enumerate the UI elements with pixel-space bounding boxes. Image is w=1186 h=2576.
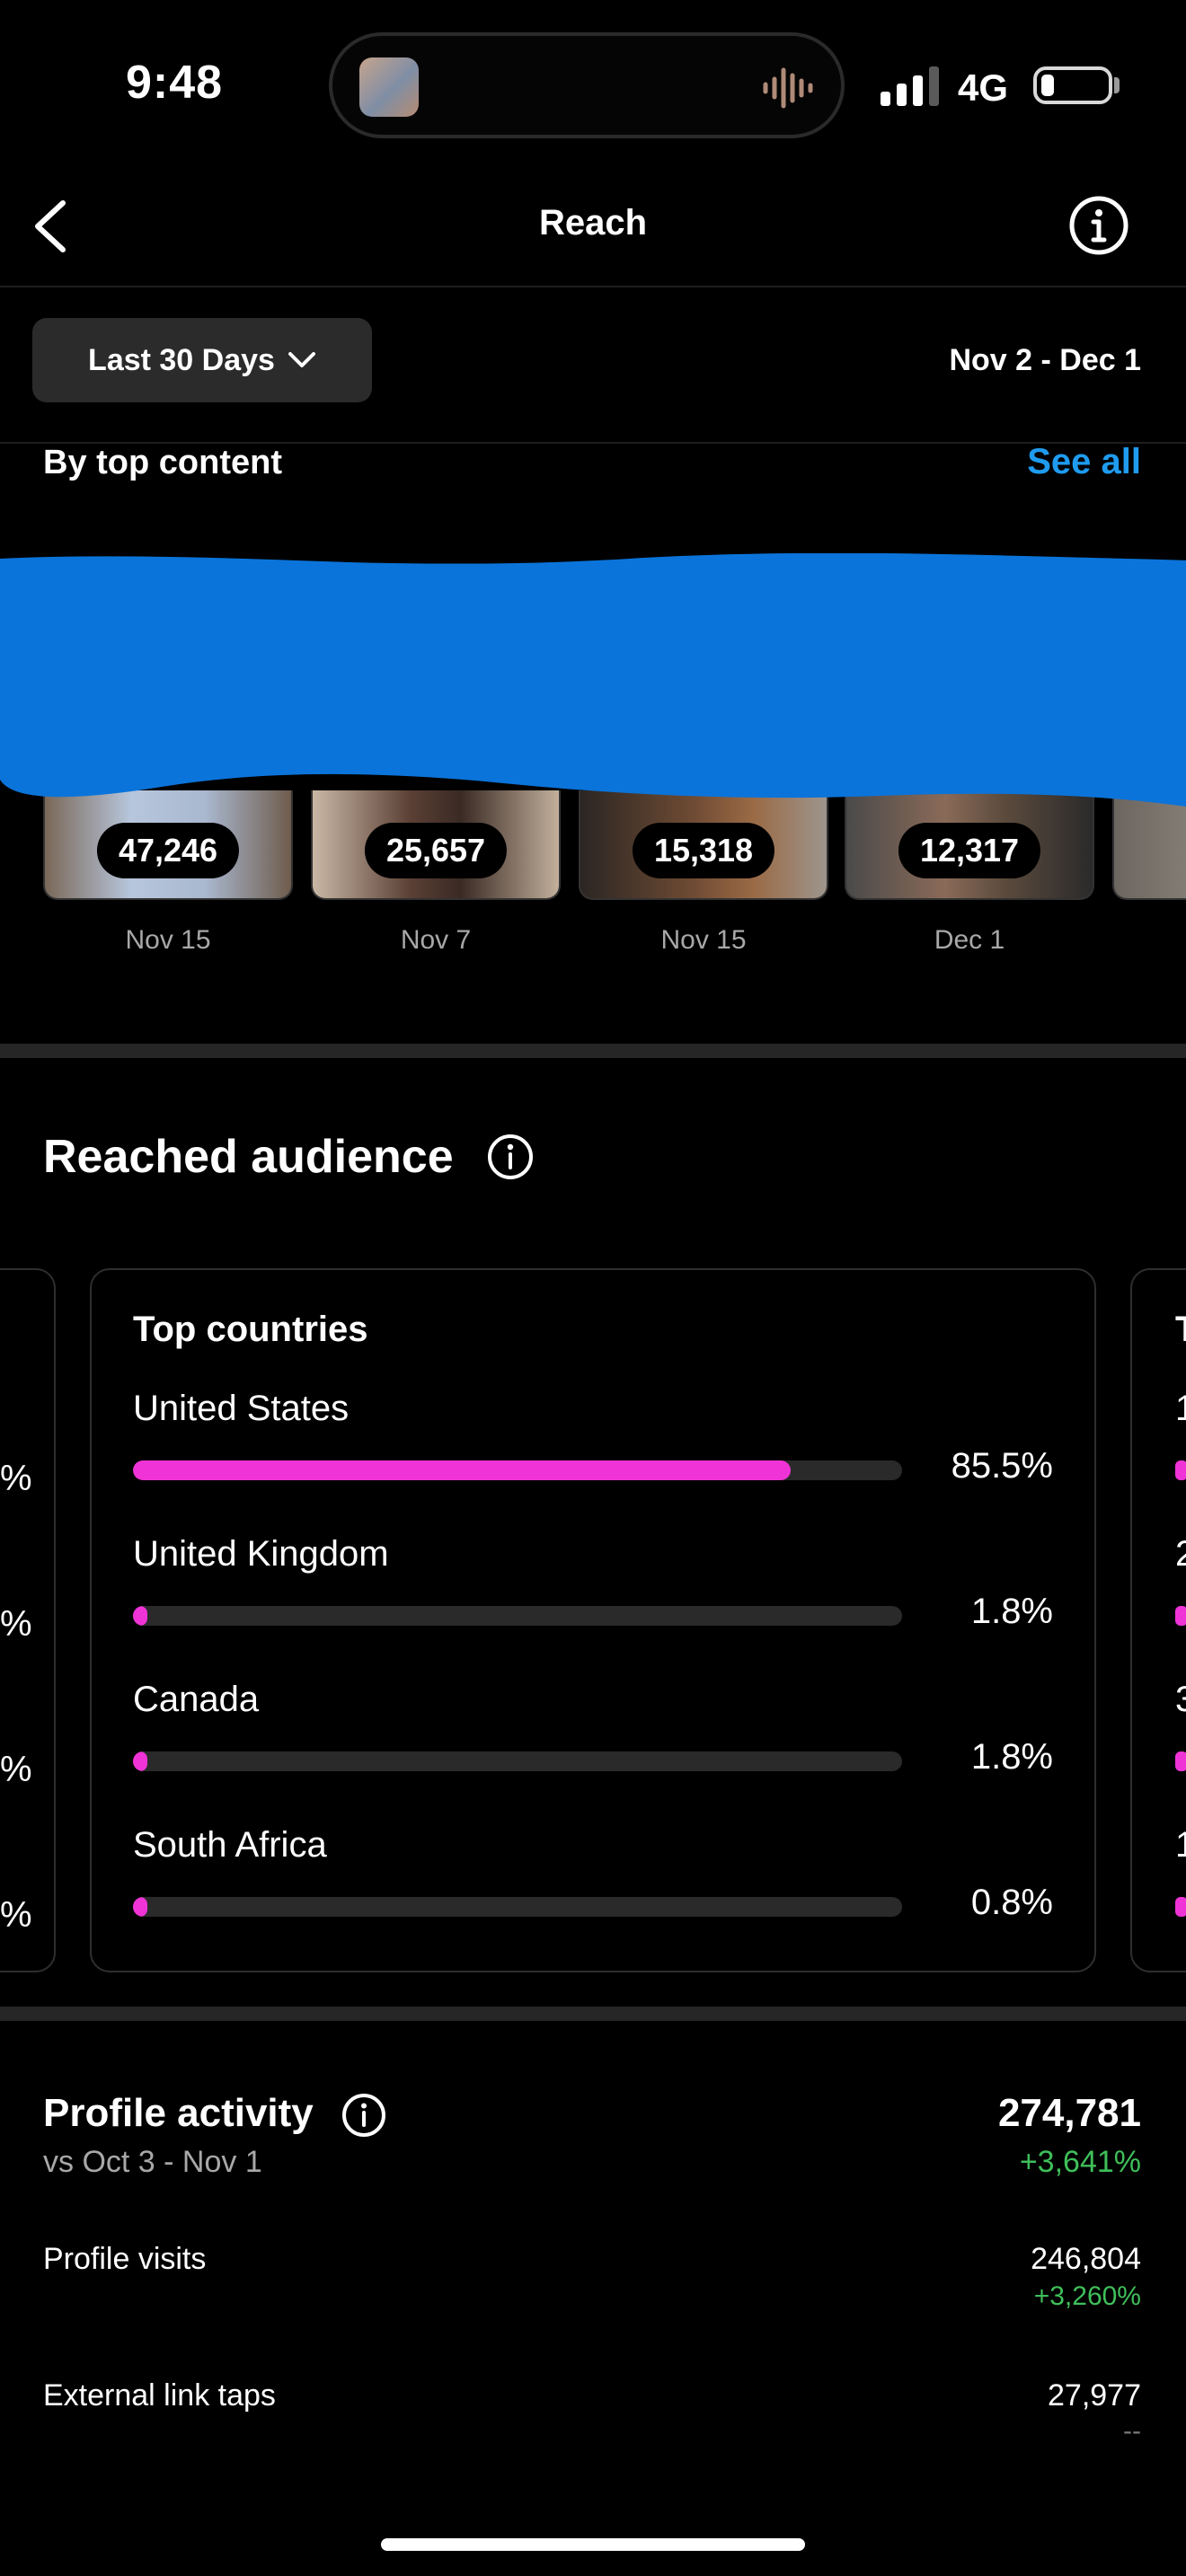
country-name: Canada	[133, 1680, 260, 1719]
info-icon[interactable]	[487, 1134, 534, 1180]
partial-pct: %	[0, 1750, 32, 1789]
profile-activity-title: Profile activity	[43, 2091, 314, 2135]
battery-cap	[1114, 77, 1120, 93]
content-thumbnail-partial[interactable]	[1112, 790, 1186, 900]
country-percentage: 1.8%	[970, 1592, 1053, 1631]
partial-label: 1	[1175, 1825, 1186, 1865]
content-date: Nov 7	[400, 925, 472, 955]
status-time: 9:48	[126, 57, 224, 109]
content-thumbnail[interactable]: 15,318	[579, 790, 828, 900]
partial-bar	[1175, 1606, 1186, 1626]
content-date: Nov 15	[125, 925, 211, 955]
redaction-scribble	[0, 553, 1186, 807]
content-thumbnail[interactable]: 25,657	[311, 790, 561, 900]
info-icon[interactable]	[1069, 196, 1128, 255]
country-bar	[133, 1751, 147, 1771]
country-bar-track	[133, 1460, 902, 1480]
home-indicator[interactable]	[381, 2538, 805, 2551]
reach-count-badge: 25,657	[364, 823, 508, 878]
partial-pct: %	[0, 1895, 32, 1935]
page-title: Reach	[538, 203, 648, 243]
dynamic-island[interactable]	[329, 32, 845, 138]
partial-pct: %	[0, 1459, 32, 1498]
top-content-label: By top content	[43, 444, 282, 481]
country-bar-track	[133, 1897, 902, 1917]
reached-audience-title: Reached audience	[43, 1131, 454, 1183]
comparison-period: vs Oct 3 - Nov 1	[43, 2145, 262, 2179]
metric-value: 27,977	[1048, 2378, 1141, 2413]
back-chevron-icon[interactable]	[31, 198, 70, 255]
content-date: Nov 15	[660, 925, 747, 955]
content-date: Dec 1	[934, 925, 1005, 955]
date-range-dropdown[interactable]: Last 30 Days	[32, 318, 372, 402]
profile-activity-total: 274,781	[997, 2091, 1141, 2135]
filter-divider	[0, 442, 1186, 444]
cellular-signal-icon	[881, 66, 939, 106]
date-range-text: Nov 2 - Dec 1	[949, 343, 1141, 377]
card-title: Top countries	[133, 1310, 368, 1349]
battery-level	[1041, 75, 1054, 96]
metric-label: External link taps	[43, 2378, 276, 2413]
partial-bar	[1175, 1751, 1186, 1771]
partial-bar	[1175, 1460, 1186, 1480]
top-countries-card[interactable]: Top countries United States 85.5% United…	[90, 1268, 1096, 1972]
reach-count-badge: 12,317	[898, 823, 1041, 878]
profile-activity-change: +3,641%	[1019, 2145, 1141, 2179]
content-thumbnail[interactable]: 12,317	[845, 790, 1094, 900]
audio-waveform-icon	[763, 67, 813, 109]
content-thumbnail[interactable]: 47,246	[43, 790, 293, 900]
country-name: United States	[133, 1389, 350, 1428]
date-range-label: Last 30 Days	[88, 342, 275, 377]
country-name: South Africa	[133, 1825, 327, 1865]
info-icon[interactable]	[341, 2093, 386, 2138]
country-bar-track	[133, 1751, 902, 1771]
see-all-link[interactable]: See all	[1027, 442, 1141, 481]
metric-label: Profile visits	[43, 2242, 207, 2276]
partial-bar	[1175, 1897, 1186, 1917]
audience-card-next[interactable]: T 1 2 3 1	[1130, 1268, 1186, 1972]
section-divider	[0, 1044, 1186, 1058]
section-divider	[0, 2007, 1186, 2021]
partial-label: 3	[1175, 1680, 1186, 1719]
country-bar	[133, 1460, 791, 1480]
chevron-down-icon	[288, 352, 315, 367]
country-bar	[133, 1606, 147, 1626]
country-name: United Kingdom	[133, 1534, 389, 1574]
partial-label: 2	[1175, 1534, 1186, 1574]
partial-title: T	[1175, 1310, 1186, 1350]
metric-value: 246,804	[1031, 2242, 1141, 2276]
reach-count-badge: 47,246	[96, 823, 240, 878]
country-bar	[133, 1897, 147, 1917]
country-percentage: 85.5%	[951, 1446, 1053, 1486]
country-bar-track	[133, 1606, 902, 1626]
country-percentage: 0.8%	[970, 1883, 1053, 1922]
partial-label: 1	[1175, 1389, 1186, 1428]
header-divider	[0, 286, 1186, 287]
metric-change: +3,260%	[1033, 2281, 1141, 2311]
metric-change: --	[1123, 2416, 1141, 2446]
country-percentage: 1.8%	[970, 1737, 1053, 1777]
audience-card-previous[interactable]: % % % %	[0, 1268, 56, 1972]
now-playing-artwork	[359, 57, 419, 117]
reach-count-badge: 15,318	[632, 823, 775, 878]
partial-pct: %	[0, 1604, 32, 1644]
battery-icon	[1033, 66, 1112, 104]
network-type: 4G	[958, 66, 1009, 109]
